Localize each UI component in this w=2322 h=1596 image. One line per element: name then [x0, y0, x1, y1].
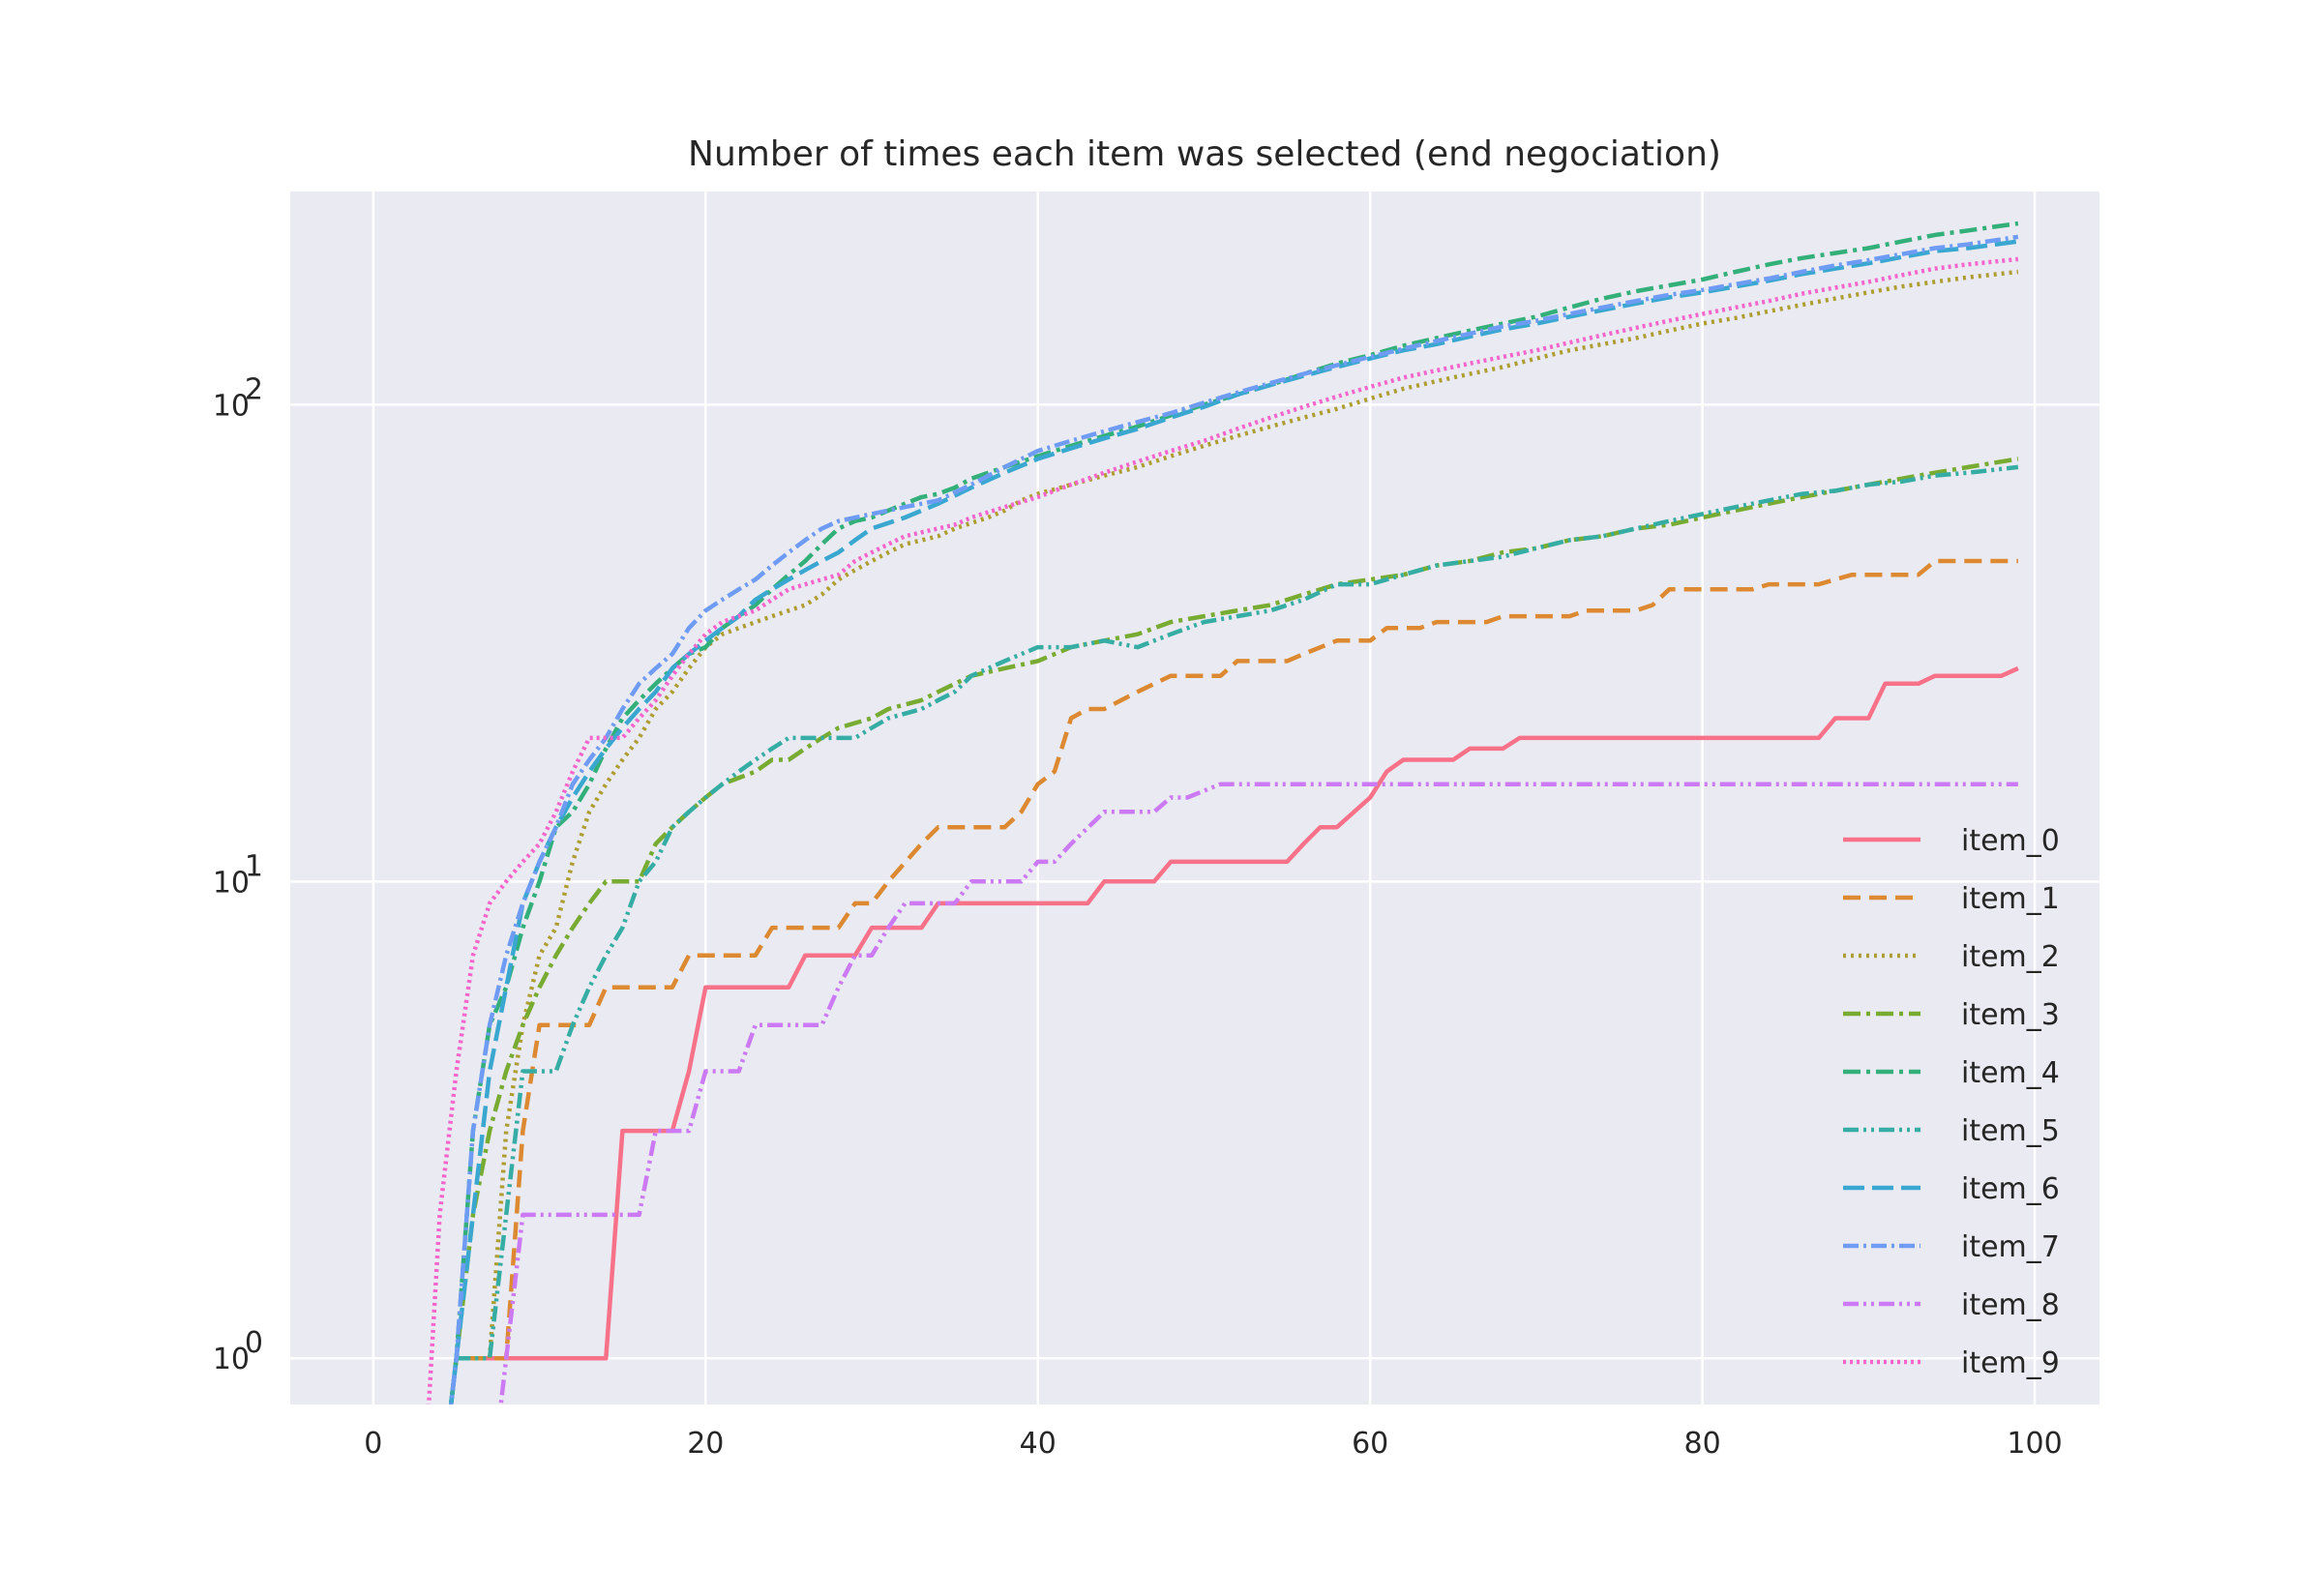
y-tick-label: 10 — [213, 389, 250, 423]
legend-label-item-1: item_1 — [1961, 882, 2060, 916]
x-tick-label: 80 — [1684, 1427, 1721, 1461]
x-tick-label: 40 — [1020, 1427, 1057, 1461]
y-tick-exponent: 0 — [245, 1326, 263, 1360]
legend-label-item-3: item_3 — [1961, 998, 2060, 1032]
legend-label-item-8: item_8 — [1961, 1288, 2060, 1322]
legend-label-item-9: item_9 — [1961, 1346, 2060, 1380]
legend-label-item-7: item_7 — [1961, 1230, 2060, 1264]
legend-label-item-0: item_0 — [1961, 824, 2060, 858]
y-tick-label: 10 — [213, 1343, 250, 1376]
series-line-item-0 — [456, 665, 2019, 1361]
x-tick-label: 60 — [1352, 1427, 1388, 1461]
series-line-item-9 — [426, 256, 2019, 1404]
legend-label-item-4: item_4 — [1961, 1056, 2060, 1090]
y-tick-label: 10 — [213, 866, 250, 900]
series-line-item-4 — [448, 221, 2019, 1404]
x-axis: 0 20 40 60 80 100 — [364, 1427, 2062, 1461]
y-tick-exponent: 1 — [245, 849, 263, 883]
series-line-item-7 — [448, 234, 2019, 1404]
legend-label-item-2: item_2 — [1961, 940, 2060, 974]
series-line-item-3 — [448, 457, 2019, 1404]
series-line-item-2 — [448, 269, 2019, 1404]
legend: item_0 item_1 item_2 item_3 item_4 item_5item… — [1843, 824, 2060, 1380]
series-line-item-5 — [448, 464, 2019, 1404]
y-tick-exponent: 2 — [245, 372, 263, 406]
legend-label-item-5: item_5 — [1961, 1114, 2060, 1148]
series-lines — [426, 221, 2019, 1404]
chart-title: Number of times each item was selected (… — [688, 134, 1721, 174]
series-line-item-1 — [448, 558, 2018, 1404]
plot-area — [290, 192, 2099, 1404]
legend-label-item-6: item_6 — [1961, 1172, 2060, 1206]
x-tick-label: 100 — [2007, 1427, 2062, 1461]
grid — [290, 192, 2099, 1404]
x-tick-label: 20 — [687, 1427, 724, 1461]
x-tick-label: 0 — [364, 1427, 382, 1461]
series-line-item-6 — [448, 239, 2019, 1404]
